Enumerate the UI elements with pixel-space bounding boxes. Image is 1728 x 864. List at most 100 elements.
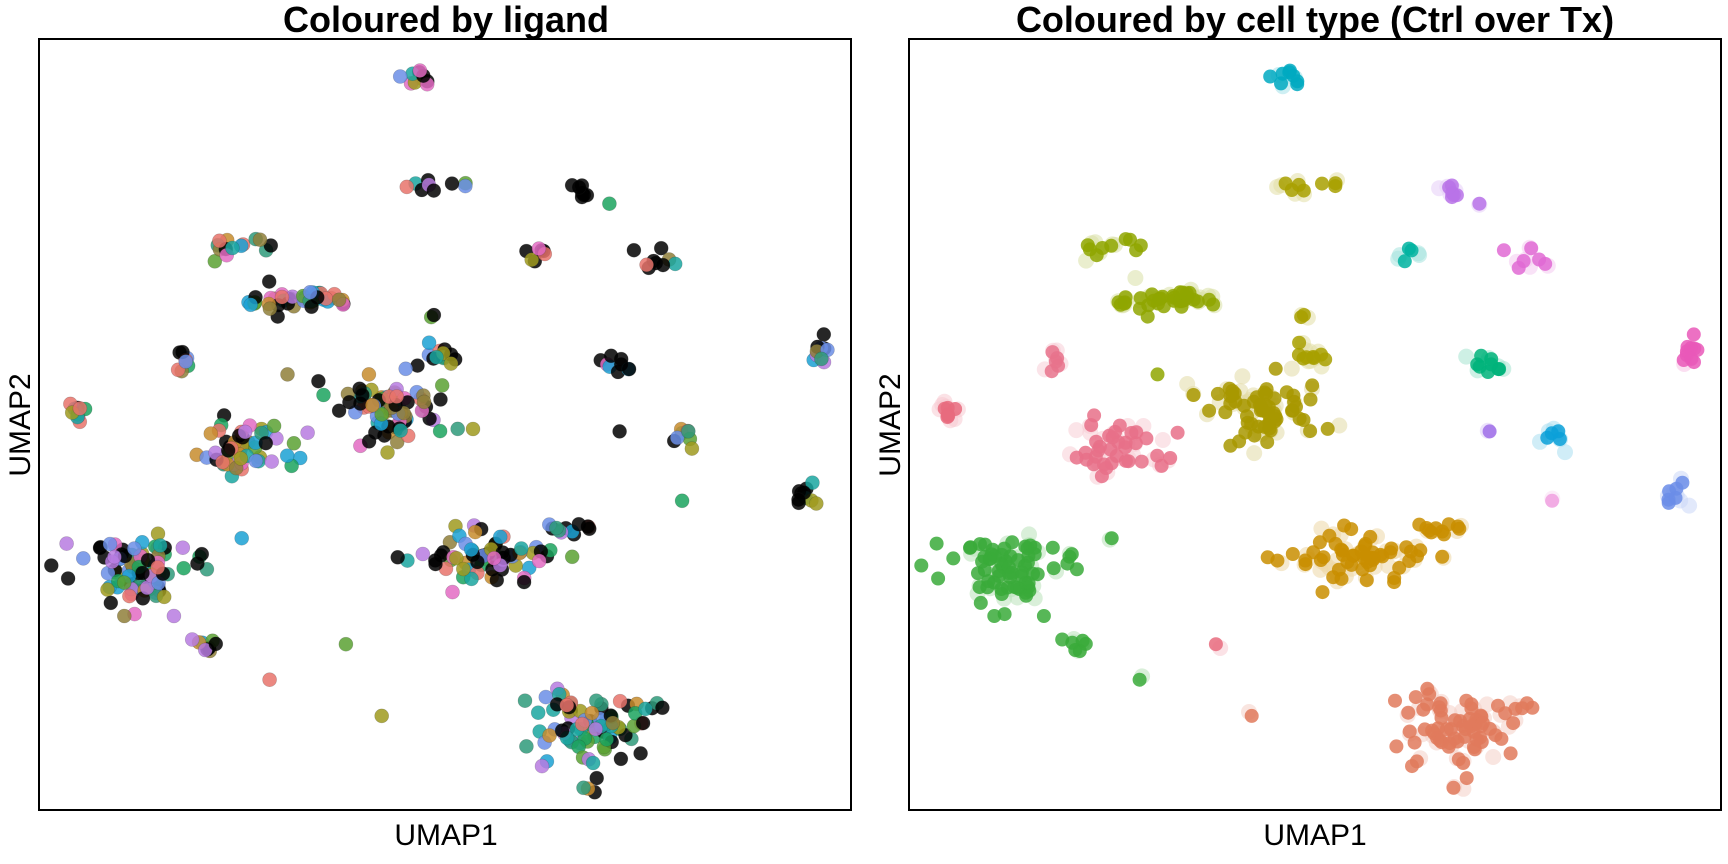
celltype-point: [929, 536, 944, 551]
celltype-point: [1441, 739, 1456, 754]
celltype-point: [1402, 724, 1417, 739]
ligand-point: [127, 541, 142, 556]
ligand-point: [513, 541, 529, 556]
celltype-point: [1258, 397, 1273, 412]
ligand-point: [517, 693, 533, 709]
ligand-points-layer: [43, 63, 835, 800]
ligand-point: [684, 441, 700, 456]
ligand-point: [100, 582, 115, 597]
celltype-point: [1316, 550, 1331, 565]
celltype-point: [1328, 179, 1343, 194]
celltype-panel-title: Coloured by cell type (Ctrl over Tx): [1016, 0, 1614, 40]
ligand-y-axis-label: UMAP2: [4, 373, 37, 476]
celltype-point: [1397, 254, 1412, 269]
celltype-point-tx: [1331, 417, 1348, 434]
ligand-point: [465, 421, 481, 437]
celltype-point: [1023, 538, 1038, 553]
ligand-point: [220, 443, 236, 458]
celltype-point: [987, 549, 1002, 564]
ligand-point: [613, 751, 629, 767]
celltype-point: [1225, 388, 1240, 403]
ligand-point: [635, 715, 651, 731]
ligand-point: [464, 571, 479, 587]
celltype-point: [1516, 254, 1531, 268]
celltype-point: [1384, 541, 1399, 556]
celltype-point: [1296, 183, 1311, 198]
ligand-point: [389, 389, 405, 404]
celltype-point: [1315, 585, 1330, 600]
ligand-point: [258, 435, 274, 451]
ligand-point: [559, 697, 575, 713]
celltype-point: [1408, 690, 1423, 705]
celltype-point: [1048, 354, 1063, 369]
celltype-point: [1442, 180, 1457, 195]
ligand-point: [140, 552, 156, 568]
ligand-point: [135, 565, 150, 581]
celltype-point: [946, 551, 961, 566]
celltype-point: [1174, 299, 1189, 314]
celltype-point: [1334, 571, 1349, 586]
celltype-point: [1538, 256, 1553, 271]
ligand-point: [667, 256, 683, 272]
ligand-point: [234, 530, 249, 546]
ligand-point: [374, 407, 390, 422]
celltype-point: [1078, 636, 1093, 651]
celltype-point: [1488, 728, 1503, 743]
celltype-point-tx: [1283, 360, 1300, 377]
ligand-point: [416, 394, 432, 410]
ligand-point: [445, 584, 460, 600]
celltype-point: [1459, 693, 1474, 708]
celltype-point: [1525, 700, 1540, 715]
ligand-point: [443, 356, 459, 371]
celltype-point: [1282, 63, 1297, 78]
ligand-point: [444, 176, 460, 191]
ligand-point: [302, 284, 318, 300]
celltype-point: [1401, 241, 1416, 256]
ligand-point: [589, 770, 605, 786]
celltype-point: [1508, 701, 1523, 716]
ligand-point: [286, 435, 302, 451]
celltype-point: [1484, 357, 1499, 372]
ligand-point: [248, 453, 264, 469]
ligand-point: [433, 392, 448, 407]
ligand-point: [449, 550, 464, 566]
celltype-point: [940, 410, 955, 425]
ligand-point: [612, 424, 627, 439]
celltype-point: [1202, 292, 1217, 307]
celltype-point: [1458, 722, 1473, 737]
celltype-point: [1244, 416, 1259, 431]
celltype-point: [1078, 445, 1093, 460]
ligand-point: [530, 705, 546, 721]
ligand-point: [331, 292, 347, 308]
ligand-point: [426, 183, 442, 198]
ligand-point: [262, 301, 278, 317]
celltype-point: [1482, 424, 1497, 439]
celltype-x-axis-label: UMAP1: [1263, 819, 1366, 852]
celltype-point: [1260, 435, 1275, 450]
celltype-point: [1259, 382, 1274, 397]
celltype-point: [1128, 436, 1143, 451]
ligand-point: [426, 307, 442, 323]
celltype-point-tx: [1681, 497, 1698, 514]
celltype-point: [1303, 424, 1318, 439]
ligand-point: [542, 728, 557, 743]
ligand-point: [516, 574, 532, 590]
ligand-point: [602, 196, 617, 211]
celltype-point-tx: [1485, 749, 1502, 765]
celltype-point: [1296, 308, 1311, 322]
celltype-point: [1095, 241, 1110, 255]
celltype-point: [1363, 529, 1378, 544]
ligand-point: [178, 354, 194, 369]
celltype-point: [1401, 705, 1416, 720]
ligand-point: [576, 780, 591, 796]
celltype-point: [1389, 739, 1404, 754]
ligand-point: [398, 361, 414, 377]
celltype-point: [1474, 348, 1489, 363]
celltype-point: [1420, 697, 1435, 712]
ligand-point: [531, 241, 547, 256]
ligand-point: [633, 746, 648, 761]
ligand-point: [393, 423, 408, 438]
ligand-point: [467, 524, 483, 540]
ligand-point: [43, 558, 59, 573]
